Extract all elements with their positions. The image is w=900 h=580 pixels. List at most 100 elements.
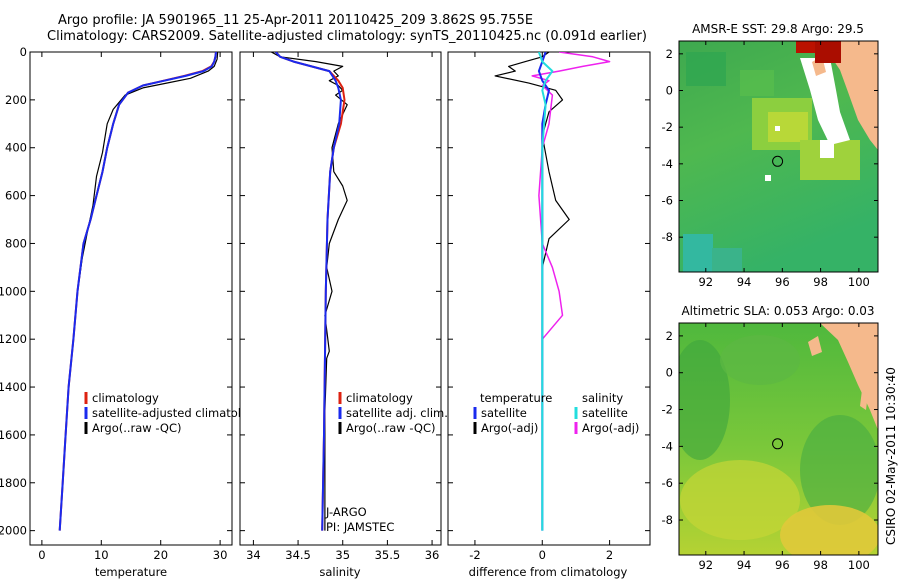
credit-timestamp: CSIRO 02-May-2011 10:30:40	[884, 367, 898, 545]
figure-title-line2: Climatology: CARS2009. Satellite-adjuste…	[47, 29, 647, 44]
salinity-legend: climatology satellite adj. clim. Argo(..…	[338, 391, 448, 435]
sst-cloud-gap	[800, 58, 850, 145]
map-x-tick-label: 96	[775, 275, 790, 289]
map-y-tick-label: 2	[666, 47, 673, 61]
sla-high-patch	[680, 460, 800, 540]
sla-low-patch	[800, 415, 878, 525]
sst-map-frame	[678, 40, 879, 273]
map-y-tick-label: 2	[666, 329, 673, 343]
sla-argo-position-marker	[772, 438, 784, 450]
map-y-tick-label: -4	[662, 439, 673, 453]
sla-high-patch	[780, 505, 878, 555]
annotation-jargo: J-ARGO	[325, 505, 367, 519]
y-tick-label: 200	[5, 93, 27, 107]
legend-label-sal-satellite: satellite	[582, 406, 628, 420]
x-tick-label: 20	[153, 548, 168, 562]
x-tick-label: 34.5	[285, 548, 311, 562]
difference-ticks: -2 0 2	[448, 51, 650, 562]
sla-low-patch	[679, 340, 730, 460]
y-tick-label: 2000	[0, 524, 27, 538]
salinity-xlabel: salinity	[319, 565, 360, 579]
series-line-satellite-adj-clim	[274, 52, 342, 531]
temperature-series	[58, 52, 219, 531]
map-x-tick-label: 98	[813, 558, 828, 572]
x-tick-label: 35	[335, 548, 350, 562]
map-y-tick-label: 0	[666, 84, 673, 98]
temperature-ticks: 0 10 20 30 0 200 400 600 800 1000 1200 1400 1600 1800…	[0, 45, 232, 562]
temperature-panel: 0 10 20 30 0 200 400 600 800 1000 1200 1400 1600 1800…	[0, 45, 262, 579]
legend-title-salinity: salinity	[582, 391, 623, 405]
y-tick-label: 1200	[0, 332, 27, 346]
salinity-axes-frame	[239, 51, 442, 546]
map-y-tick-label: -8	[662, 513, 673, 527]
map-x-tick-label: 94	[737, 275, 752, 289]
legend-label-satellite-adj: satellite adj. clim.	[346, 406, 448, 420]
sst-land-sumatra	[820, 41, 878, 150]
sla-land-sumatra	[820, 323, 878, 430]
sla-map-field	[679, 323, 878, 555]
y-tick-label: 1600	[0, 428, 27, 442]
map-y-tick-label: -2	[662, 403, 673, 417]
y-tick-label: 1800	[0, 476, 27, 490]
temperature-legend: climatology satellite-adjusted climatolo…	[84, 391, 262, 435]
sla-map-frame	[678, 322, 879, 556]
x-tick-label: 10	[94, 548, 109, 562]
difference-series	[494, 52, 611, 531]
figure-title-line1: Argo profile: JA 5901965_11 25-Apr-2011 …	[58, 13, 534, 28]
map-x-tick-label: 94	[737, 558, 752, 572]
legend-label-climatology: climatology	[92, 391, 159, 405]
map-x-tick-label: 98	[813, 275, 828, 289]
sst-map-ticks: 92 94 96 98 100 2 0 -2 -4 -6 -8	[662, 41, 878, 289]
y-tick-label: 400	[5, 141, 27, 155]
sst-hot-patch	[815, 41, 841, 63]
legend-title-temperature: temperature	[480, 391, 552, 405]
sla-map-title: Altimetric SLA: 0.053 Argo: 0.03	[681, 304, 874, 318]
x-tick-label: 0	[38, 548, 45, 562]
sst-cool-patch	[683, 234, 713, 272]
legend-label-climatology: climatology	[346, 391, 413, 405]
difference-axes-frame	[447, 51, 651, 546]
sst-argo-position-marker	[772, 155, 784, 167]
y-tick-label: 1400	[0, 380, 27, 394]
series-line-satellite-adjusted-climatology	[58, 52, 217, 531]
difference-legend: temperature salinity satellite Argo(-adj…	[473, 391, 639, 435]
temperature-xlabel: temperature	[95, 565, 167, 579]
map-x-tick-label: 100	[848, 558, 870, 572]
series-line-salinity-satellite	[537, 52, 554, 531]
salinity-series	[271, 52, 348, 531]
map-y-tick-label: -6	[662, 194, 673, 208]
sst-map-title: AMSR-E SST: 29.8 Argo: 29.5	[692, 22, 864, 36]
sst-cloud-gap	[775, 126, 780, 131]
sla-patch	[720, 335, 800, 385]
x-tick-label: 30	[213, 548, 228, 562]
map-x-tick-label: 96	[775, 558, 790, 572]
legend-label-temp-argo: Argo(-adj)	[481, 421, 538, 435]
legend-label-argo: Argo(..raw -QC)	[92, 421, 182, 435]
sst-cool-patch	[712, 248, 742, 272]
y-tick-label: 0	[20, 45, 27, 59]
sla-map-panel: Altimetric SLA: 0.053 Argo: 0.03 92 94 96 9…	[662, 304, 879, 572]
sla-map-ticks: 92 94 96 98 100 2 0 -2 -4 -6 -8	[662, 323, 878, 572]
series-line-salinity-argo-adj	[531, 52, 611, 399]
sst-map-panel: AMSR-E SST: 29.8 Argo: 29.5 92 94 96 98 100 2…	[662, 22, 879, 289]
legend-label-sal-argo: Argo(-adj)	[582, 421, 639, 435]
legend-label-temp-satellite: satellite	[481, 406, 527, 420]
x-tick-label: 36	[425, 548, 440, 562]
difference-panel: -2 0 2 difference from climatology tempera…	[447, 51, 651, 579]
salinity-panel: 34 34.5 35 35.5 36 salinity climatology sate…	[239, 51, 448, 579]
map-y-tick-label: -4	[662, 157, 673, 171]
temperature-axes-frame	[29, 51, 233, 546]
x-tick-label: 0	[539, 548, 546, 562]
map-y-tick-label: -2	[662, 120, 673, 134]
map-y-tick-label: -6	[662, 476, 673, 490]
sst-cloud-gap	[765, 175, 771, 181]
legend-label-satellite-adjusted: satellite-adjusted climatology	[92, 406, 262, 420]
difference-xlabel: difference from climatology	[469, 565, 628, 579]
salinity-ticks: 34 34.5 35 35.5 36	[240, 51, 441, 562]
sst-cloud-gap	[820, 140, 834, 158]
sst-warm-patch	[768, 112, 808, 142]
sla-land-island	[808, 336, 822, 356]
map-x-tick-label: 100	[848, 275, 870, 289]
annotation-pi: PI: JAMSTEC	[326, 520, 394, 534]
map-y-tick-label: 0	[666, 366, 673, 380]
